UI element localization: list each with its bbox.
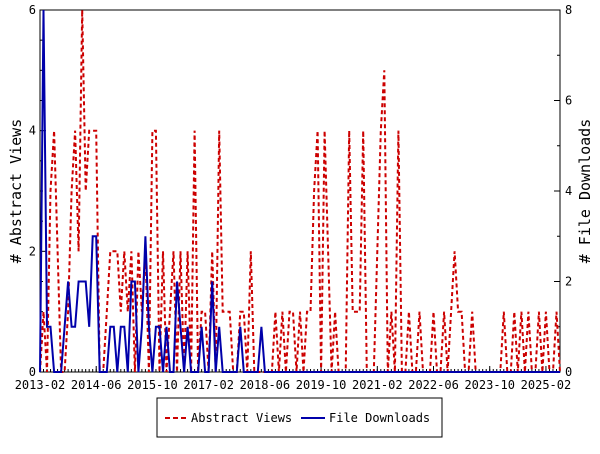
series-layer (39, 9, 561, 373)
left-y-tick-label: 6 (29, 3, 36, 17)
x-tick-label: 2019-10 (296, 378, 347, 392)
left-y-tick-label: 0 (29, 365, 36, 379)
x-tick-label: 2025-02 (521, 378, 572, 392)
right-y-tick-label: 2 (565, 275, 572, 289)
x-tick-label: 2014-06 (71, 378, 122, 392)
x-tick-label: 2018-06 (240, 378, 291, 392)
right-y-tick-label: 6 (565, 94, 572, 108)
x-tick-label: 2017-02 (183, 378, 234, 392)
x-tick-label: 2015-10 (127, 378, 178, 392)
right-y-tick-label: 0 (565, 365, 572, 379)
x-tick-label: 2013-02 (15, 378, 66, 392)
series-line-file-downloads (39, 9, 560, 373)
left-y-axis-title: # Abstract Views (7, 119, 25, 264)
right-y-tick-label: 8 (565, 3, 572, 17)
legend-label-file-downloads: File Downloads (329, 411, 430, 425)
left-y-tick-label: 4 (29, 124, 36, 138)
legend-box (156, 397, 443, 438)
right-y-tick-label: 4 (565, 184, 572, 198)
x-tick-label: 2023-10 (464, 378, 515, 392)
legend-label-abstract-views: Abstract Views (191, 411, 292, 425)
x-tick-label: 2022-06 (408, 378, 459, 392)
legend: Abstract Views File Downloads (156, 397, 443, 438)
x-tick-label: 2021-02 (352, 378, 403, 392)
left-y-tick-label: 2 (29, 244, 36, 258)
right-y-axis-title: # File Downloads (576, 119, 594, 264)
series-line-abstract-views (39, 9, 561, 373)
